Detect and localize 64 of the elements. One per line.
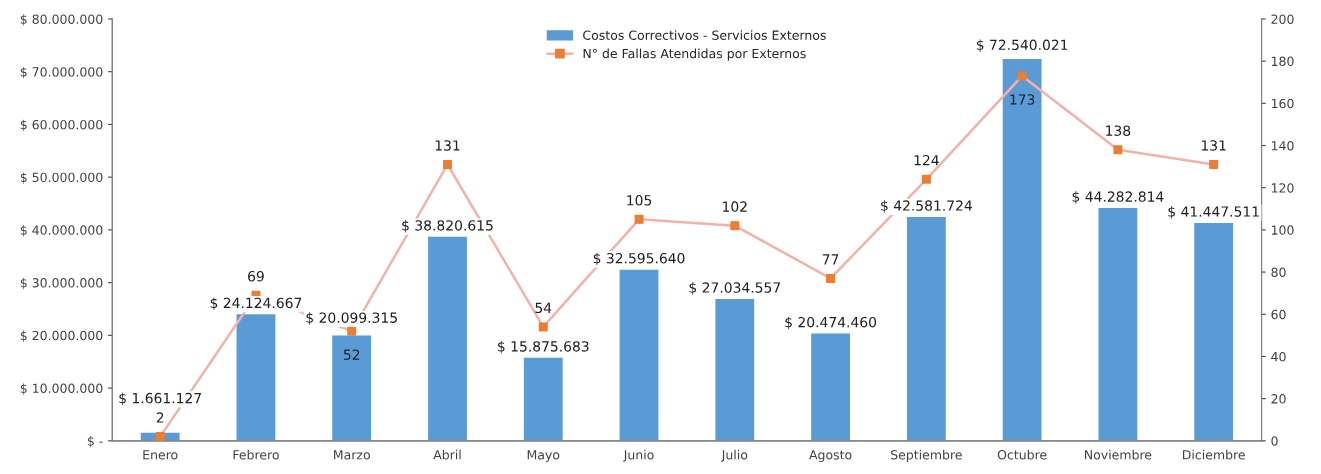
legend-label: N° de Fallas Atendidas por Externos	[583, 48, 806, 61]
y2-tick-label: 200	[1271, 14, 1294, 24]
data-label: $ 20.474.460	[785, 316, 877, 330]
data-label: 2	[156, 412, 164, 423]
data-label: 131	[1201, 140, 1226, 151]
bar	[1097, 206, 1139, 441]
data-label: 102	[723, 201, 747, 212]
bar	[713, 297, 756, 441]
legend-label: Costos Correctivos - Servicios Externos	[583, 30, 826, 40]
y2-tick-label: 160	[1271, 98, 1294, 109]
x-tick-label: Abril	[433, 449, 461, 460]
x-tick-label: Marzo	[334, 450, 370, 460]
y-tick-label: $ 70.000.000	[20, 66, 103, 79]
data-label: $ 38.820.615	[402, 219, 493, 233]
x-tick-label: Octubre	[997, 449, 1047, 460]
data-label: $ 20.099.315	[306, 312, 397, 325]
x-tick-label: Agosto	[809, 450, 852, 462]
data-label: 138	[1106, 125, 1131, 136]
y2-tick-label: 0	[1271, 436, 1278, 446]
data-label: 54	[535, 302, 552, 314]
y2-tick-label: 60	[1271, 309, 1286, 320]
y-tick-label: $ -	[87, 436, 103, 448]
data-label: 77	[822, 254, 839, 265]
data-label: $ 24.124.667	[210, 297, 302, 310]
y2-tick-label: 180	[1271, 56, 1294, 67]
x-tick-label: Septiembre	[891, 449, 962, 462]
x-tick-label: Febrero	[233, 449, 279, 460]
x-tick-label: Diciembre	[1183, 449, 1245, 460]
y2-tick-label: 40	[1271, 351, 1286, 362]
x-tick-label: Junio	[623, 449, 654, 462]
y-tick-label: $ 10.000.000	[20, 383, 103, 395]
data-label: $ 1.661.127	[119, 392, 201, 406]
data-label: 173	[1010, 94, 1035, 105]
data-label: $ 27.034.557	[689, 282, 781, 295]
bar	[330, 334, 373, 441]
data-label: $ 41.447.511	[1168, 206, 1259, 219]
data-label: 131	[435, 140, 460, 151]
y-tick-label: $ 60.000.000	[20, 119, 103, 132]
data-label: 124	[914, 154, 939, 166]
x-tick-label: Enero	[143, 450, 178, 460]
y-tick-label: $ 20.000.000	[20, 330, 103, 342]
data-label: $ 72.540.021	[976, 39, 1068, 52]
y-tick-label: $ 50.000.000	[20, 172, 103, 184]
bar	[522, 356, 565, 441]
data-label: 105	[627, 195, 652, 206]
bar	[1001, 57, 1043, 441]
y2-tick-label: 20	[1271, 394, 1286, 404]
x-tick-label: Mayo	[527, 450, 560, 462]
x-tick-label: Noviembre	[1085, 449, 1152, 460]
x-tick-label: Julio	[721, 449, 748, 462]
data-label: $ 44.282.814	[1072, 191, 1164, 204]
data-label: $ 32.595.640	[593, 252, 685, 266]
y-tick-label: $ 30.000.000	[20, 277, 103, 290]
data-label: 69	[248, 270, 264, 282]
y2-tick-label: 120	[1271, 183, 1294, 193]
y2-tick-label: 140	[1271, 140, 1294, 151]
data-label: $ 15.875.683	[498, 340, 589, 354]
y2-tick-label: 80	[1271, 267, 1286, 277]
data-label: $ 42.581.724	[881, 200, 972, 213]
y-tick-label: $ 80.000.000	[20, 14, 103, 26]
data-label: 52	[343, 349, 360, 360]
bar	[809, 332, 852, 441]
y-tick-label: $ 40.000.000	[20, 225, 103, 237]
y2-tick-label: 100	[1271, 225, 1294, 235]
